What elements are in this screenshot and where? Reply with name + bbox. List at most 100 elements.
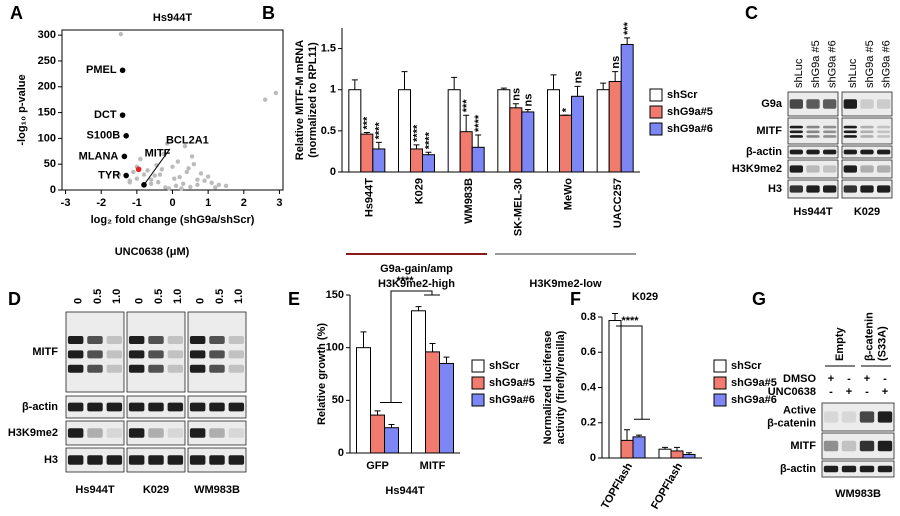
point <box>148 181 154 187</box>
bar <box>608 80 622 173</box>
blot-band <box>106 350 123 359</box>
blot-band <box>209 428 225 438</box>
blot-band <box>823 130 837 134</box>
blot-band <box>128 364 145 373</box>
column-label: shLuc <box>793 58 805 88</box>
blot-band <box>877 99 891 109</box>
row-label: β-actin <box>746 146 782 158</box>
error-bar <box>463 114 470 132</box>
point-label: PMEL <box>86 64 117 76</box>
point <box>170 164 175 169</box>
blot-title: UNC0638 (μM) <box>115 246 190 258</box>
blot-band <box>860 130 874 134</box>
blot-band <box>789 125 803 129</box>
legend-label: shG9a#5 <box>731 377 777 389</box>
column-label: 0.5 <box>214 289 226 304</box>
panel-label: E <box>288 289 300 309</box>
blot-band <box>87 364 103 373</box>
error-bar <box>413 144 420 149</box>
y-tick-label: 0.8 <box>581 311 596 323</box>
blot-band <box>167 428 184 438</box>
legend-swatch <box>471 359 485 373</box>
x-tick-label: -2 <box>96 197 106 209</box>
error-bar <box>375 141 382 149</box>
blot-band <box>877 135 891 138</box>
chart-title: K029 <box>632 291 658 303</box>
leader-line <box>143 148 171 186</box>
legend-swatch <box>471 376 485 390</box>
blot-band <box>148 402 164 412</box>
legend-swatch <box>471 393 485 407</box>
blot-band <box>67 455 84 465</box>
point <box>145 168 150 173</box>
legend-label: shG9a#6 <box>489 394 535 406</box>
blot-band <box>67 402 84 412</box>
panel-label: G <box>752 289 766 309</box>
y-tick-label: 200 <box>38 81 56 93</box>
point <box>127 180 132 185</box>
legend-swatch <box>649 88 663 102</box>
bar <box>596 89 610 173</box>
significance: **** <box>374 122 386 140</box>
blot-band <box>148 364 164 373</box>
x-tick-label: 1 <box>205 197 211 209</box>
legend-swatch <box>649 122 663 136</box>
significance: * <box>560 107 572 112</box>
x-tick-label: GFP <box>366 460 389 472</box>
y-tick-label: 0.5 <box>321 125 336 137</box>
bar <box>348 89 362 173</box>
x-tick-label: -1 <box>132 197 142 209</box>
bar <box>425 351 440 454</box>
column-label: 0 <box>195 298 207 304</box>
point <box>262 97 268 102</box>
treatment-mark: + <box>846 386 852 398</box>
bracket <box>380 290 440 403</box>
blot-band <box>209 455 225 465</box>
error-bar <box>351 79 358 90</box>
x-tick-label: K029 <box>413 178 425 204</box>
legend-label: shScr <box>489 360 520 372</box>
blot-band <box>87 402 103 412</box>
y-tick-label: 50 <box>332 394 344 406</box>
blot-panel <box>841 159 893 179</box>
blot-band <box>167 455 184 465</box>
significance: **** <box>473 114 485 132</box>
cell-line: Hs944T <box>75 484 114 496</box>
cell-line: WM983B <box>194 484 240 496</box>
point <box>189 154 195 159</box>
blot-band <box>823 135 837 138</box>
blot-band <box>860 185 874 193</box>
blot-band <box>859 440 875 452</box>
x-tick-label: 2 <box>241 197 247 209</box>
error-bar <box>388 424 395 428</box>
y-tick-label: 0.2 <box>581 417 596 429</box>
bar <box>398 89 411 173</box>
point-label: MITF <box>145 147 171 159</box>
significance: *** <box>461 99 473 113</box>
blot-band <box>859 411 875 423</box>
y-axis-label: Relative MITF-M mRNA <box>294 40 306 160</box>
column-label: 1.0 <box>172 289 184 304</box>
blot-band <box>823 440 839 452</box>
column-label: shG9a #6 <box>881 40 893 88</box>
x-tick-label: SK-MEL-30 <box>513 178 525 236</box>
point <box>223 183 229 189</box>
y-tick-label: 300 <box>38 29 56 41</box>
blot-band <box>843 185 857 193</box>
significance: ns <box>511 88 523 101</box>
legend-label: shG9a#6 <box>731 394 777 406</box>
bar <box>411 310 426 454</box>
point-label: DCT <box>94 109 117 121</box>
blot-panel <box>787 159 839 179</box>
bar <box>372 148 386 173</box>
blot-band <box>189 455 206 465</box>
group-label: Empty <box>834 327 846 362</box>
cell-line: Hs944T <box>793 206 832 218</box>
cell-line: WM983B <box>835 488 881 500</box>
treatment-mark: - <box>865 386 869 398</box>
treatment-mark: + <box>882 386 888 398</box>
point <box>118 31 124 37</box>
column-label: shG9a #5 <box>810 40 822 88</box>
y-tick-label: 100 <box>326 342 344 354</box>
